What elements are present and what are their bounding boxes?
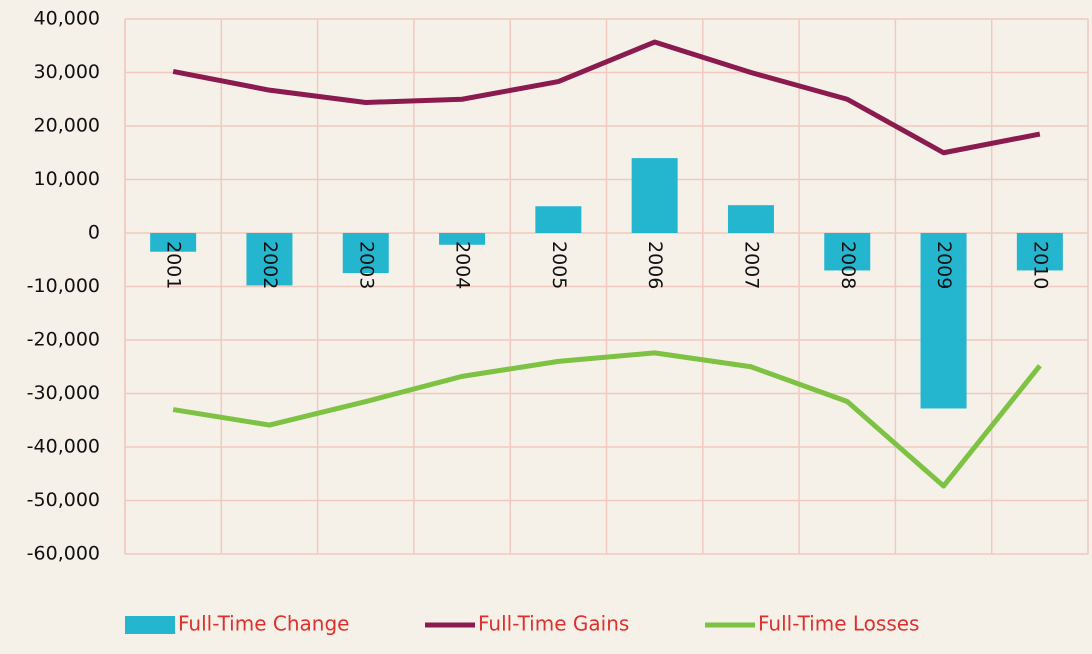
bar xyxy=(439,233,486,245)
legend-label: Full-Time Losses xyxy=(758,612,919,636)
x-tick-label: 2002 xyxy=(259,241,281,289)
y-tick-label: -20,000 xyxy=(27,329,100,351)
legend-swatch xyxy=(125,616,175,634)
x-tick-label: 2008 xyxy=(837,241,859,289)
bar xyxy=(246,233,293,286)
line xyxy=(172,350,1042,489)
x-tick-label: 2006 xyxy=(644,241,666,289)
bar xyxy=(1016,233,1063,271)
x-tick-label: 2004 xyxy=(452,241,474,289)
legend-label: Full-Time Change xyxy=(178,612,349,636)
bar xyxy=(535,206,582,233)
bar xyxy=(342,233,389,274)
x-tick-label: 2003 xyxy=(355,241,377,289)
y-tick-label: -10,000 xyxy=(27,275,100,297)
bar xyxy=(727,205,774,233)
x-tick-label: 2009 xyxy=(933,241,955,289)
line xyxy=(172,39,1041,156)
y-tick-label: 0 xyxy=(88,222,100,244)
bar xyxy=(150,233,197,252)
y-tick-label: 40,000 xyxy=(34,8,100,30)
x-tick-label: 2007 xyxy=(740,241,762,289)
bar xyxy=(824,233,871,271)
y-tick-label: -50,000 xyxy=(27,489,100,511)
legend-label: Full-Time Gains xyxy=(478,612,629,636)
y-tick-label: -40,000 xyxy=(27,436,100,458)
y-tick-label: -30,000 xyxy=(27,382,100,404)
y-tick-label: 30,000 xyxy=(34,61,100,83)
x-tick-label: 2010 xyxy=(1029,241,1051,289)
bar xyxy=(920,233,967,409)
y-tick-label: -60,000 xyxy=(27,543,100,565)
y-tick-label: 20,000 xyxy=(34,115,100,137)
y-tick-label: 10,000 xyxy=(34,168,100,190)
x-tick-label: 2001 xyxy=(163,241,185,289)
x-tick-label: 2005 xyxy=(548,241,570,289)
bar xyxy=(631,158,678,233)
